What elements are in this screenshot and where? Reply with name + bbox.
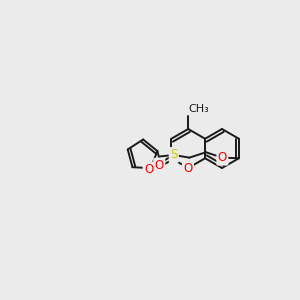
Text: O: O [183,161,193,175]
Text: O: O [144,163,153,176]
Text: O: O [218,151,227,164]
Text: CH₃: CH₃ [189,104,210,114]
Text: O: O [154,159,164,172]
Text: S: S [170,148,178,161]
